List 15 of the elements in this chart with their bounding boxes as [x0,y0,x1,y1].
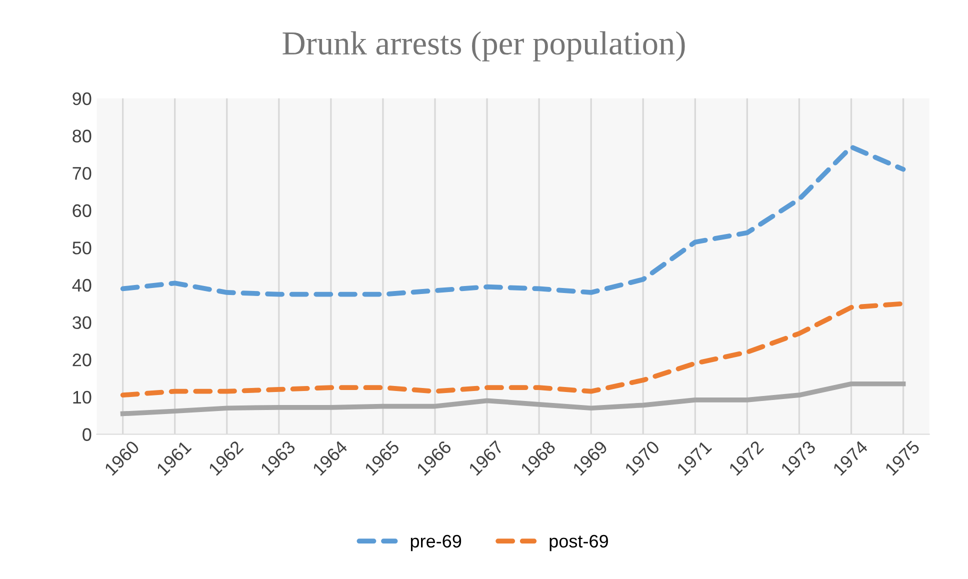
line-series [120,144,906,297]
y-tick-label: 90 [72,92,92,106]
y-tick-label: 70 [72,166,92,180]
y-tick-label: 30 [72,316,92,330]
y-tick-label: 20 [72,354,92,366]
y-tick-label: 60 [72,204,92,218]
y-tick-label: 80 [72,130,92,142]
legend-label: post-69 [550,534,608,552]
y-tick-label: 0 [82,428,92,441]
line-series [120,381,906,416]
y-tick-label: 50 [72,242,92,254]
legend-label: pre-69 [410,534,462,552]
y-tick-label: 10 [73,390,92,404]
y-tick-label: 40 [72,278,92,292]
chart-title: Drunk arrests (per population) [282,31,685,62]
